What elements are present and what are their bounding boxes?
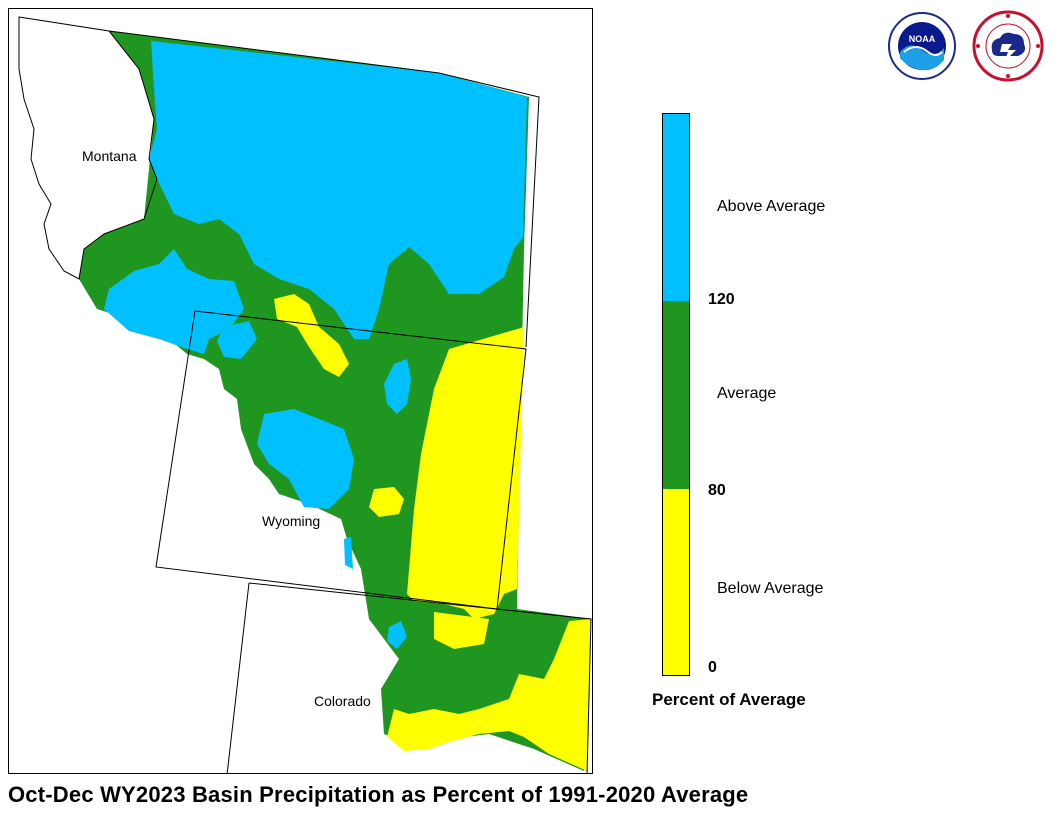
state-label-colorado: Colorado [313, 693, 372, 709]
legend-label-above-average: Above Average [717, 198, 826, 215]
basin-region-above-average-central [257, 409, 354, 509]
precipitation-map: Montana Wyoming Colorado [8, 8, 593, 774]
legend-label-average: Average [717, 385, 777, 402]
svg-text:NOAA: NOAA [909, 34, 936, 44]
basin-region-above-average-north [149, 41, 527, 339]
legend-label-below-average: Below Average [717, 580, 824, 597]
basin-region-above-average-oval [384, 359, 411, 414]
basin-region-above-average-dot2 [344, 537, 353, 569]
state-label-wyoming: Wyoming [261, 513, 322, 529]
basin-region-below-average-colorado [387, 619, 591, 771]
legend-tick-80: 80 [708, 482, 726, 499]
basin-region-above-average-small [217, 321, 257, 359]
legend-title: Percent of Average [652, 690, 806, 709]
montana-boundary [18, 16, 540, 348]
legend-swatch-average [663, 301, 689, 489]
basin-region-below-average-small2 [369, 487, 404, 517]
legend-tick-120: 120 [708, 291, 735, 308]
page-title: Oct-Dec WY2023 Basin Precipitation as Pe… [8, 782, 749, 807]
basin-region-below-average-small3 [434, 612, 489, 649]
basin-region-above-average-dot1 [387, 621, 407, 649]
basin-region-above-average-west [104, 249, 244, 354]
legend-tick-0: 0 [708, 659, 717, 676]
national-weather-service-logo [972, 10, 1044, 82]
colorado-boundary [226, 582, 592, 773]
basin-region-below-average-small1 [274, 294, 349, 377]
state-label-montana: Montana [81, 148, 138, 164]
legend-color-bar [662, 113, 690, 676]
map-canvas [18, 16, 592, 773]
basin-region-below-average-east [407, 327, 524, 619]
noaa-logo: NOAA [888, 12, 956, 80]
legend-swatch-above-average [663, 114, 689, 301]
legend-swatch-below-average [663, 489, 689, 675]
